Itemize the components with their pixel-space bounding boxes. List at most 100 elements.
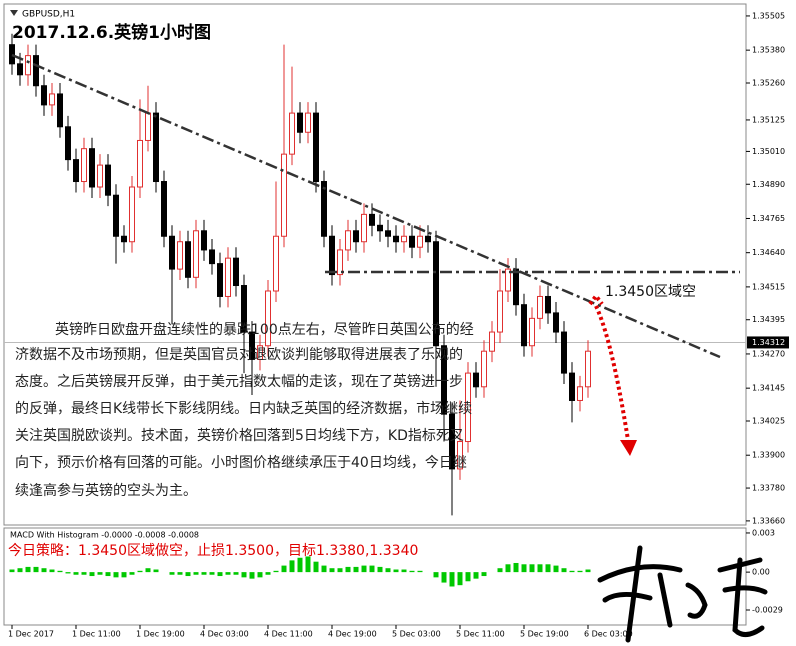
histogram-bar [369,565,375,573]
x-tick-label: 6 Dec 03:00 [584,630,633,639]
commentary: 的反弹，最终日K线带长下影线阴线。日内缺乏英国的经济数据，市场继续 [15,400,472,417]
histogram-bar [81,572,87,575]
histogram-bar [185,572,191,577]
histogram-bar [177,572,183,575]
candle-body [273,235,279,292]
x-tick-label: 1 Dec 11:00 [72,630,121,639]
candle-body [313,112,319,183]
histogram-bar [497,568,503,573]
candle-body [337,249,343,276]
candle-body [297,112,303,133]
y-tick-label: 1.34515 [752,282,785,291]
y-tick-label: 1.33780 [752,484,785,493]
histogram-bar [89,572,95,577]
y-tick-label: 1.35505 [752,11,785,20]
candle-body [417,235,423,248]
histogram-bar [9,569,15,573]
arrow [594,305,630,441]
histogram-bar [521,564,527,573]
strategy: 今日策略：1.3450区域做空，止损1.3500，目标1.3380,1.3340 [8,542,418,559]
trend-line [11,53,721,359]
commentary: 济数据不及市场预期，但是英国官员对退欧谈判能够取得进展表了乐观的 [15,346,463,363]
histogram-bar [553,565,559,573]
candle-body [481,350,487,388]
macd-panel [3,527,747,626]
symbol: GBPUSD,H1 [22,10,75,20]
histogram-bar [401,569,407,573]
marks: 1.35505 1.35380 1.35260 1.35125 1.35010 1.348… [4,11,789,639]
x-tick-label: 1 Dec 2017 [8,630,54,639]
histogram-bar [385,568,391,573]
candle-body [345,230,351,251]
macd-title: MACD With Histogram -0.0000 -0.0008 -0.0… [10,531,199,540]
x-tick-label: 4 Dec 19:00 [328,630,377,639]
histogram-bar [97,572,103,575]
candle-body [305,112,311,133]
candle-body [409,235,415,248]
candle-body [289,112,295,155]
x-tick-label: 5 Dec 11:00 [456,630,505,639]
histogram-bar [361,565,367,573]
histogram-bar [529,564,535,573]
x-tick-label: 5 Dec 03:00 [392,630,441,639]
candle-body [329,235,335,276]
candle-body [441,345,447,415]
candle-body [585,350,591,388]
candle-body [321,181,327,237]
candle-body [425,235,431,243]
candle-body [129,186,135,243]
y-tick-label: 1.34395 [752,315,785,324]
y-tick-label: -0.0029 [752,605,783,614]
histogram-bar [329,568,335,573]
candle-body [81,148,87,183]
histogram-bar [313,561,319,573]
histogram-bar [113,572,119,578]
candle-body [521,304,527,347]
histogram-bar [25,566,31,573]
candle-body [241,285,247,333]
candle-body [145,112,151,141]
y-tick-label: 1.34765 [752,214,785,223]
candle-body [193,230,199,278]
histogram-bar [481,572,487,577]
histogram-bar [505,564,511,573]
candle-body [113,194,119,237]
histogram-bar [249,572,255,579]
histogram-bar [241,572,247,578]
candle-body [265,290,271,347]
candle-body [73,159,79,183]
candle-body [209,249,215,265]
histogram-bar [305,556,311,573]
current-price-box [747,336,789,349]
histogram-bar [433,572,439,578]
histogram-bar [273,570,279,573]
x-tick-label: 4 Dec 03:00 [200,630,249,639]
histogram-bar [449,572,455,587]
histogram-bar [169,572,175,575]
histogram-bar [473,572,479,579]
candle-body [9,44,15,65]
commentary: 关注英国脱欧谈判。技术面，英镑价格回落到5日均线下方，KD指标死叉 [15,427,464,444]
candle-body [57,93,63,128]
histogram-bar [353,566,359,573]
candle-body [225,257,231,297]
candle-body [41,85,47,106]
candle-body [217,263,223,297]
histogram-bar [465,572,471,582]
histogram-bar [409,570,415,573]
candle-body [537,295,543,319]
histogram-bar [73,572,79,575]
histogram-bar [265,572,271,575]
y-tick-label: 1.35380 [752,46,785,55]
histogram-bar [129,572,135,575]
candle-body [369,213,375,226]
candle-body [377,224,383,232]
chart-title: 2017.12.6.英镑1小时图 [12,22,211,43]
candle-body [353,230,359,243]
y-tick-label: 0.00 [752,568,770,577]
histogram-bar [337,568,343,573]
histogram-bar [257,572,263,578]
histogram-bar [537,564,543,573]
candle-body [89,148,95,188]
